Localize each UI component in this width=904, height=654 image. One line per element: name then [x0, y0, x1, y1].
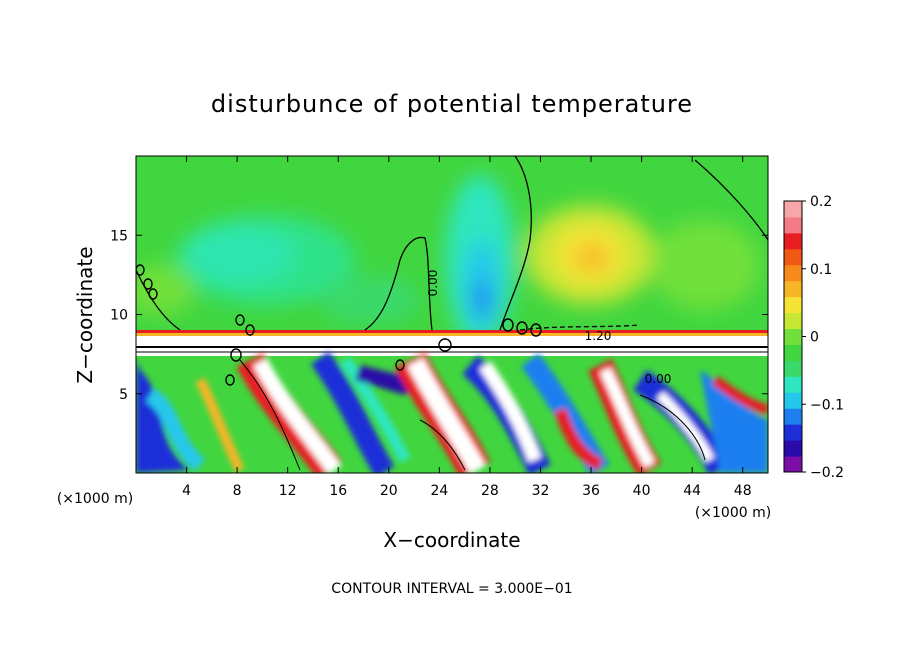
- field-streak: [252, 358, 342, 473]
- colorbar-tick-label: −0.1: [810, 397, 844, 413]
- colorbar-tick-label: 0: [810, 330, 819, 346]
- x-tick-label: 36: [582, 483, 600, 499]
- contour-label: 0.00: [645, 372, 672, 386]
- colorbar-swatch: [784, 216, 802, 234]
- colorbar-swatch: [784, 344, 802, 361]
- x-tick-label: 4: [182, 483, 191, 499]
- field-streak: [195, 377, 245, 473]
- colorbar-swatch: [784, 424, 802, 441]
- field-blob: [474, 280, 490, 320]
- x-unit-left: (×1000 m): [57, 491, 133, 507]
- field-streak: [136, 360, 190, 473]
- field-streak: [554, 408, 603, 471]
- field-streak: [311, 351, 395, 473]
- field-streak: [656, 391, 715, 463]
- x-tick-label: 16: [329, 483, 347, 499]
- field-streak: [145, 388, 206, 472]
- x-axis: 4 8 12 16 20 24 28 32 36 40 44 48: [182, 156, 752, 499]
- x-tick-label: 40: [633, 483, 651, 499]
- colorbar-swatch: [784, 408, 802, 425]
- colorbar-swatch: [784, 312, 802, 330]
- colorbar: 0.2 0.1 0 −0.1 −0.2: [783, 194, 844, 481]
- colorbar-swatch: [784, 248, 802, 266]
- colorbar-swatch: [784, 440, 802, 457]
- colorbar-swatch: [784, 280, 802, 298]
- colorbar-swatch: [784, 392, 802, 409]
- contour-lines: [136, 156, 768, 471]
- contour-label: 0.00: [426, 270, 440, 297]
- x-tick-label: 12: [279, 483, 297, 499]
- x-tick-label: 28: [481, 483, 499, 499]
- chart-title: disturbunce of potential temperature: [211, 90, 693, 118]
- field-streak: [712, 375, 768, 415]
- colorbar-swatch: [784, 376, 802, 393]
- y-tick-label: 5: [119, 387, 128, 403]
- field-blob: [577, 244, 607, 272]
- x-tick-label: 24: [430, 483, 448, 499]
- y-axis-label: Z−coordinate: [73, 246, 97, 383]
- colorbar-swatch: [784, 264, 802, 282]
- field-streak: [599, 367, 656, 468]
- field-blob: [136, 265, 195, 315]
- colorbar-swatch: [784, 456, 802, 473]
- colorbar-swatch: [784, 328, 802, 345]
- plot-area: [136, 156, 768, 473]
- x-axis-label: X−coordinate: [383, 528, 520, 552]
- contour-interval-note: CONTOUR INTERVAL = 3.000E−01: [331, 581, 572, 597]
- colorbar-swatch: [784, 232, 802, 250]
- y-tick-label: 15: [110, 228, 128, 244]
- contour-ovals: [136, 264, 542, 386]
- field-streak: [355, 365, 420, 395]
- x-tick-label: 32: [532, 483, 550, 499]
- field-streak: [700, 370, 768, 473]
- colorbar-tick-label: 0.2: [810, 194, 832, 210]
- colorbar-swatch: [784, 360, 802, 377]
- field-streak: [479, 361, 542, 463]
- contour-label: 1.20: [585, 329, 612, 343]
- x-tick-label: 48: [734, 483, 752, 499]
- x-tick-label: 44: [683, 483, 701, 499]
- y-axis: 5 10 15: [110, 228, 768, 403]
- x-unit-right: (×1000 m): [695, 505, 771, 521]
- field-streak: [340, 356, 411, 463]
- x-tick-label: 8: [233, 483, 242, 499]
- colorbar-swatch: [784, 296, 802, 314]
- colorbar-tick-label: 0.1: [810, 262, 832, 278]
- field-blob: [185, 227, 295, 283]
- x-tick-label: 20: [380, 483, 398, 499]
- y-tick-label: 10: [110, 308, 128, 324]
- field-streak: [407, 357, 486, 473]
- colorbar-swatch: [784, 201, 802, 218]
- field-blob: [320, 275, 420, 325]
- colorbar-tick-label: −0.2: [810, 465, 844, 481]
- field-blob: [650, 220, 760, 310]
